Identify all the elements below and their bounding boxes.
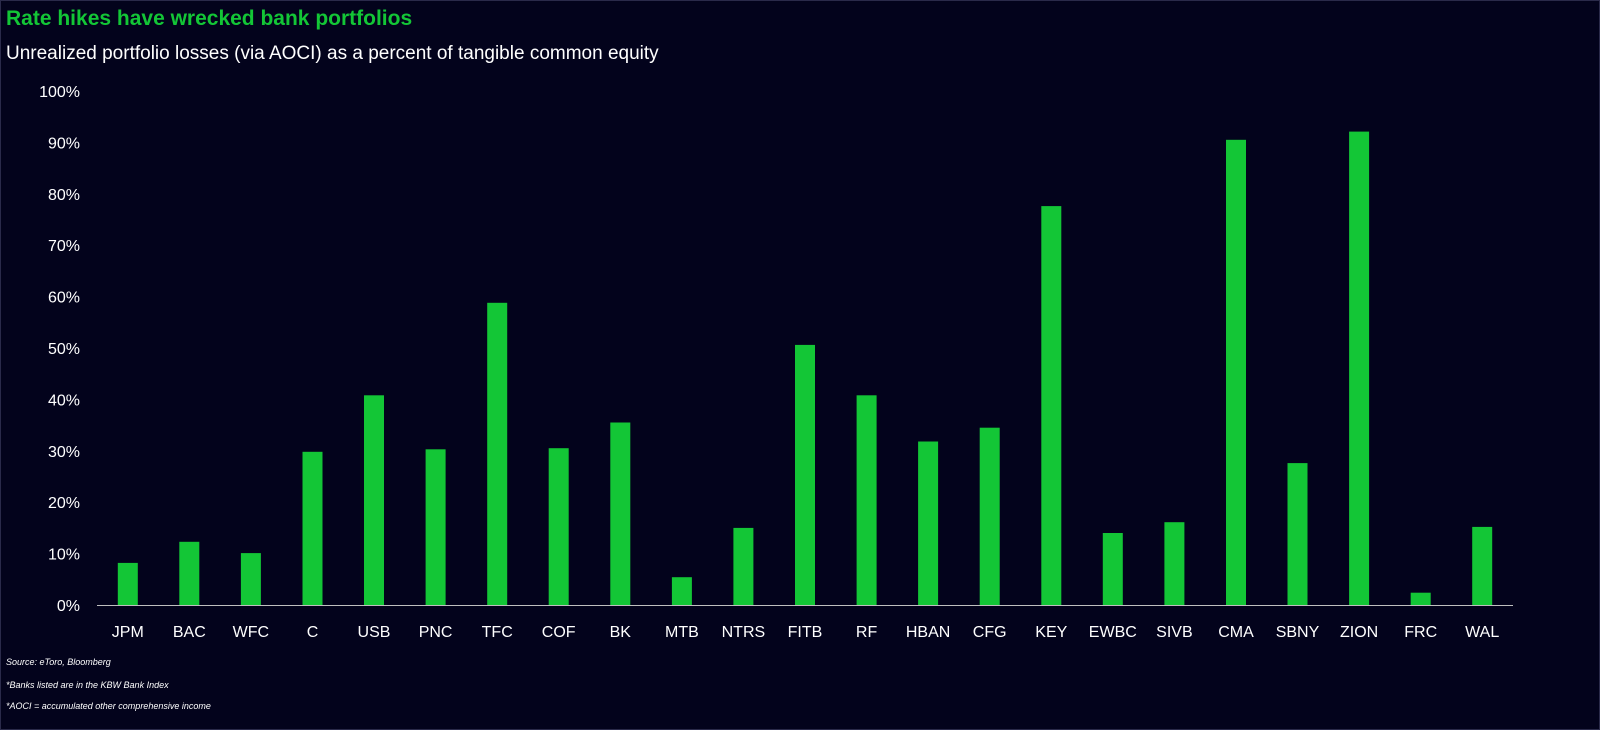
bar-wal bbox=[1472, 526, 1493, 605]
x-tick-label: JPM bbox=[112, 624, 144, 641]
bar-frc bbox=[1410, 592, 1431, 605]
bar-pnc bbox=[425, 449, 446, 605]
y-tick-label: 80% bbox=[48, 187, 80, 204]
x-tick-label: CMA bbox=[1218, 624, 1254, 641]
y-tick-label: 100% bbox=[39, 84, 80, 101]
bar-hban bbox=[918, 441, 939, 605]
source-note: Source: eToro, Bloomberg bbox=[6, 657, 111, 667]
chart-title: Rate hikes have wrecked bank portfolios bbox=[6, 7, 413, 30]
x-tick-label: CFG bbox=[973, 624, 1007, 641]
bar-wfc bbox=[240, 553, 261, 605]
bar-key bbox=[1041, 206, 1062, 605]
x-tick-label: PNC bbox=[419, 624, 453, 641]
bar-zion bbox=[1349, 131, 1370, 605]
bar-c bbox=[302, 451, 323, 605]
y-tick-label: 0% bbox=[57, 598, 80, 615]
bar-mtb bbox=[671, 577, 692, 605]
bar-rf bbox=[856, 395, 877, 605]
y-tick-label: 60% bbox=[48, 290, 80, 307]
x-tick-label: FITB bbox=[788, 624, 823, 641]
x-tick-label: ZION bbox=[1340, 624, 1378, 641]
y-tick-label: 50% bbox=[48, 341, 80, 358]
bar-tfc bbox=[487, 302, 508, 605]
y-tick-label: 30% bbox=[48, 444, 80, 461]
x-tick-label: WFC bbox=[233, 624, 269, 641]
bar-bk bbox=[610, 422, 631, 605]
x-tick-label: C bbox=[307, 624, 319, 641]
x-tick-label: KEY bbox=[1035, 624, 1067, 641]
bar-cfg bbox=[979, 427, 1000, 605]
x-tick-label: FRC bbox=[1404, 624, 1437, 641]
bar-sivb bbox=[1164, 522, 1185, 605]
bar-ntrs bbox=[733, 527, 754, 605]
x-tick-label: USB bbox=[358, 624, 391, 641]
x-tick-label: BAC bbox=[173, 624, 206, 641]
bar-cof bbox=[548, 448, 569, 605]
bar-jpm bbox=[117, 562, 138, 605]
x-tick-label: SBNY bbox=[1276, 624, 1320, 641]
x-tick-label: NTRS bbox=[722, 624, 766, 641]
x-tick-label: BK bbox=[610, 624, 632, 641]
bar-usb bbox=[364, 395, 384, 605]
bar-cma bbox=[1226, 139, 1246, 606]
y-tick-label: 90% bbox=[48, 135, 80, 152]
y-tick-label: 10% bbox=[48, 547, 80, 564]
x-tick-label: WAL bbox=[1465, 624, 1499, 641]
bar-bac bbox=[179, 541, 200, 605]
x-tick-label: EWBC bbox=[1089, 624, 1137, 641]
x-tick-label: SIVB bbox=[1156, 624, 1192, 641]
bar-ewbc bbox=[1102, 533, 1123, 605]
x-tick-label: RF bbox=[856, 624, 878, 641]
x-tick-label: MTB bbox=[665, 624, 699, 641]
bar-sbny bbox=[1287, 463, 1308, 605]
bars bbox=[117, 131, 1493, 606]
y-axis: 0% 10% 20% 30% 40% 50% 60% 70% 80% 90% 100% bbox=[39, 84, 80, 615]
y-tick-label: 40% bbox=[48, 392, 80, 409]
y-tick-label: 20% bbox=[48, 495, 80, 512]
x-tick-label: HBAN bbox=[906, 624, 950, 641]
y-tick-label: 70% bbox=[48, 238, 80, 255]
chart-subtitle: Unrealized portfolio losses (via AOCI) a… bbox=[6, 43, 659, 64]
x-tick-label: COF bbox=[542, 624, 576, 641]
bar-fitb bbox=[795, 344, 815, 605]
x-tick-label: TFC bbox=[482, 624, 513, 641]
x-axis: JPM BAC WFC C USB PNC TFC COF BK MTB NTRS FITB RF HBA… bbox=[97, 605, 1513, 641]
aoci-footnote: *AOCI = accumulated other comprehensive … bbox=[6, 701, 211, 711]
banks-footnote: *Banks listed are in the KBW Bank Index bbox=[6, 680, 169, 690]
